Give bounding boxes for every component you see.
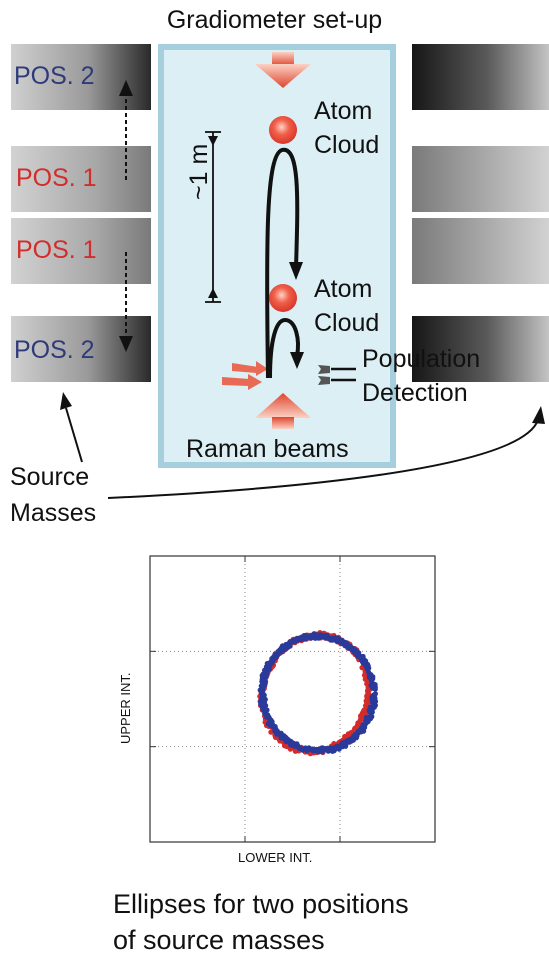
scatter-point-pos2: [289, 740, 295, 746]
scatter-point-pos2: [260, 706, 266, 712]
scatter-point-pos2: [287, 638, 294, 645]
source-masses-label-line2: Masses: [10, 499, 97, 527]
scatter-point-pos2: [260, 693, 266, 699]
pos1-upper-label: POS. 1: [16, 164, 97, 192]
atom-cloud-lower-icon: [269, 284, 297, 312]
scatter-point-pos2: [272, 728, 278, 734]
raman-beam-bottom-icon: [255, 393, 311, 429]
trajectory-upper: [265, 147, 300, 379]
scatter-point-pos2: [273, 653, 280, 659]
source-mass-right-pos2-lower: [412, 316, 549, 382]
scatter-point-pos2: [348, 738, 354, 744]
scatter-point-pos2: [317, 634, 323, 640]
scatter-point-pos2: [362, 724, 368, 731]
trajectory-lower: [268, 317, 300, 379]
caption-line2: of source masses: [113, 925, 325, 955]
scatter-point-pos2: [322, 633, 328, 639]
scatter-point-pos2: [343, 640, 349, 646]
scatter-point-pos2: [260, 671, 266, 677]
scatter-point-pos2: [310, 747, 316, 754]
pos2-lower-label: POS. 2: [14, 336, 95, 364]
scatter-point-pos2: [350, 645, 356, 652]
scatter-point-pos2: [329, 747, 335, 753]
raman-beam-side-icon: [222, 361, 268, 390]
scatter-point-pos2: [334, 744, 340, 750]
scatter-point-pos2: [264, 707, 270, 713]
scatter-point-pos2: [258, 701, 264, 707]
source-mass-left-pos1-upper: [11, 146, 151, 212]
scatter-point-pos2: [364, 664, 370, 671]
source-mass-left-pos2-lower: [11, 316, 151, 382]
source-mass-left-pos1-lower: [11, 218, 151, 284]
scatter-point-pos1: [363, 703, 369, 709]
scatter-point-pos2: [333, 637, 339, 644]
scatter-point-pos2: [329, 636, 335, 643]
raman-beams-label: Raman beams: [186, 435, 349, 463]
scatter-point-pos2: [283, 641, 289, 648]
source-mass-right-pos1-lower: [412, 218, 549, 284]
scatter-point-pos2: [371, 696, 377, 702]
pos1-lower-label: POS. 1: [16, 236, 97, 264]
scatter-point-pos1: [361, 672, 368, 678]
scatter-point-pos2: [354, 653, 361, 659]
scatter-point-pos2: [300, 747, 306, 753]
scatter-point-pos2: [338, 742, 344, 748]
scatter-point-pos2: [354, 649, 361, 655]
atom-cloud-upper-icon: [269, 116, 297, 144]
scatter-point-pos1: [363, 699, 369, 705]
scatter-point-pos2: [268, 719, 274, 726]
detector-icon: [318, 365, 356, 385]
source-mass-pointer-left: [65, 407, 83, 463]
setup-title: Gradiometer set-up: [166, 6, 383, 34]
scatter-point-pos2: [363, 714, 369, 720]
setup-drawing: [60, 52, 545, 499]
scatter-point-pos2: [320, 745, 326, 752]
scatter-point-pos2: [312, 635, 318, 641]
chart-grid: [149, 555, 436, 843]
scatter-point-pos2: [269, 656, 275, 662]
scatter-point-pos2: [275, 649, 281, 655]
distance-marker: [205, 131, 221, 303]
scatter-point-pos1: [268, 729, 274, 735]
source-masses-label-line1: Source: [10, 463, 90, 491]
scatter-point-pos2: [368, 677, 374, 683]
chart-ylabel: UPPER INT.: [118, 672, 133, 744]
chart-xlabel: LOWER INT.: [238, 850, 313, 865]
chart-points: [257, 630, 379, 757]
scatter-point-pos2: [372, 691, 378, 697]
atom-cloud-lower-label-line1: Atom: [314, 275, 373, 303]
source-mass-pointer-right: [107, 419, 539, 499]
scatter-point-pos2: [260, 675, 266, 681]
source-mass-left-pos2-upper: [11, 44, 151, 110]
scatter-point-pos2: [366, 672, 373, 678]
detection-label-line1: Population: [362, 345, 481, 373]
scatter-point-pos2: [367, 709, 373, 715]
scatter-point-pos2: [279, 732, 285, 738]
detection-label-line2: Detection: [362, 379, 468, 407]
vacuum-chamber: [158, 44, 396, 468]
scatter-point-pos2: [371, 681, 377, 688]
scatter-point-pos1: [358, 716, 364, 723]
pos2-upper-label: POS. 2: [14, 62, 95, 90]
source-mass-right-pos2-upper: [412, 44, 549, 110]
chart-frame: [149, 555, 436, 843]
scatter-point-pos2: [353, 732, 359, 738]
scatter-point-pos2: [258, 683, 264, 689]
scatter-point-pos2: [359, 658, 365, 664]
source-mass-right-pos1-upper: [412, 146, 549, 212]
scatter-point-pos1: [364, 688, 371, 694]
raman-beam-top-icon: [255, 52, 311, 88]
atom-cloud-upper-label-line2: Cloud: [314, 131, 380, 159]
caption-line1: Ellipses for two positions: [113, 889, 409, 919]
scatter-point-pos2: [266, 665, 272, 671]
scatter-point-pos2: [292, 639, 298, 645]
scatter-point-pos2: [287, 643, 293, 649]
atom-cloud-lower-label-line2: Cloud: [314, 309, 380, 337]
atom-cloud-upper-label-line1: Atom: [314, 97, 373, 125]
scatter-point-pos2: [303, 632, 309, 639]
